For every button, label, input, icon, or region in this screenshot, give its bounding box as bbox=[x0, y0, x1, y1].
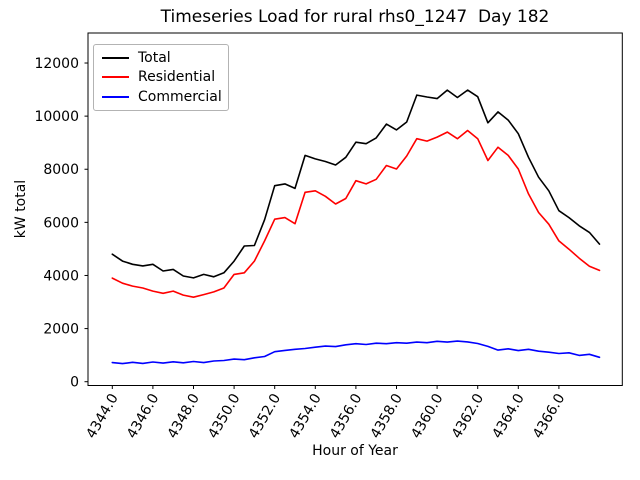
y-tick-label: 8000 bbox=[43, 162, 79, 178]
y-tick-label: 0 bbox=[70, 375, 79, 391]
legend: Total Residential Commercial bbox=[93, 44, 229, 111]
y-tick-label: 10000 bbox=[34, 109, 79, 125]
x-tick-label: 4364.0 bbox=[489, 391, 527, 441]
legend-item-residential: Residential bbox=[102, 70, 220, 84]
series-line-total bbox=[111, 89, 601, 279]
x-tick-label: 4356.0 bbox=[327, 391, 365, 441]
x-tick-label: 4366.0 bbox=[530, 391, 568, 441]
x-tick-label: 4350.0 bbox=[205, 391, 243, 441]
legend-label-residential: Residential bbox=[138, 69, 216, 86]
x-tick-label: 4358.0 bbox=[368, 391, 406, 441]
legend-line-commercial-icon bbox=[102, 96, 129, 99]
legend-label-total: Total bbox=[138, 49, 171, 66]
x-tick-label: 4354.0 bbox=[286, 391, 324, 441]
x-tick-label: 4360.0 bbox=[408, 391, 446, 441]
x-axis-label: Hour of Year bbox=[312, 443, 398, 459]
legend-label-commercial: Commercial bbox=[138, 89, 222, 106]
x-tick-label: 4344.0 bbox=[83, 391, 121, 441]
axes-spines bbox=[87, 32, 623, 386]
legend-line-residential-icon bbox=[102, 76, 129, 79]
y-tick-label: 4000 bbox=[43, 268, 79, 284]
x-tick-label: 4362.0 bbox=[449, 391, 487, 441]
chart-title: Timeseries Load for rural rhs0_1247 Day … bbox=[160, 7, 550, 27]
x-tick-label: 4346.0 bbox=[124, 391, 162, 441]
y-tick-label: 2000 bbox=[43, 322, 79, 338]
x-tick-label: 4348.0 bbox=[165, 391, 203, 441]
series-line-commercial bbox=[111, 340, 601, 365]
x-tick-label: 4352.0 bbox=[246, 391, 284, 441]
y-tick-label: 6000 bbox=[43, 215, 79, 231]
legend-item-total: Total bbox=[102, 51, 220, 65]
y-tick-label: 12000 bbox=[34, 56, 79, 72]
legend-item-commercial: Commercial bbox=[102, 89, 222, 106]
legend-line-total-icon bbox=[102, 56, 129, 59]
series-line-residential bbox=[111, 129, 601, 299]
y-axis-label: kW total bbox=[13, 179, 29, 239]
